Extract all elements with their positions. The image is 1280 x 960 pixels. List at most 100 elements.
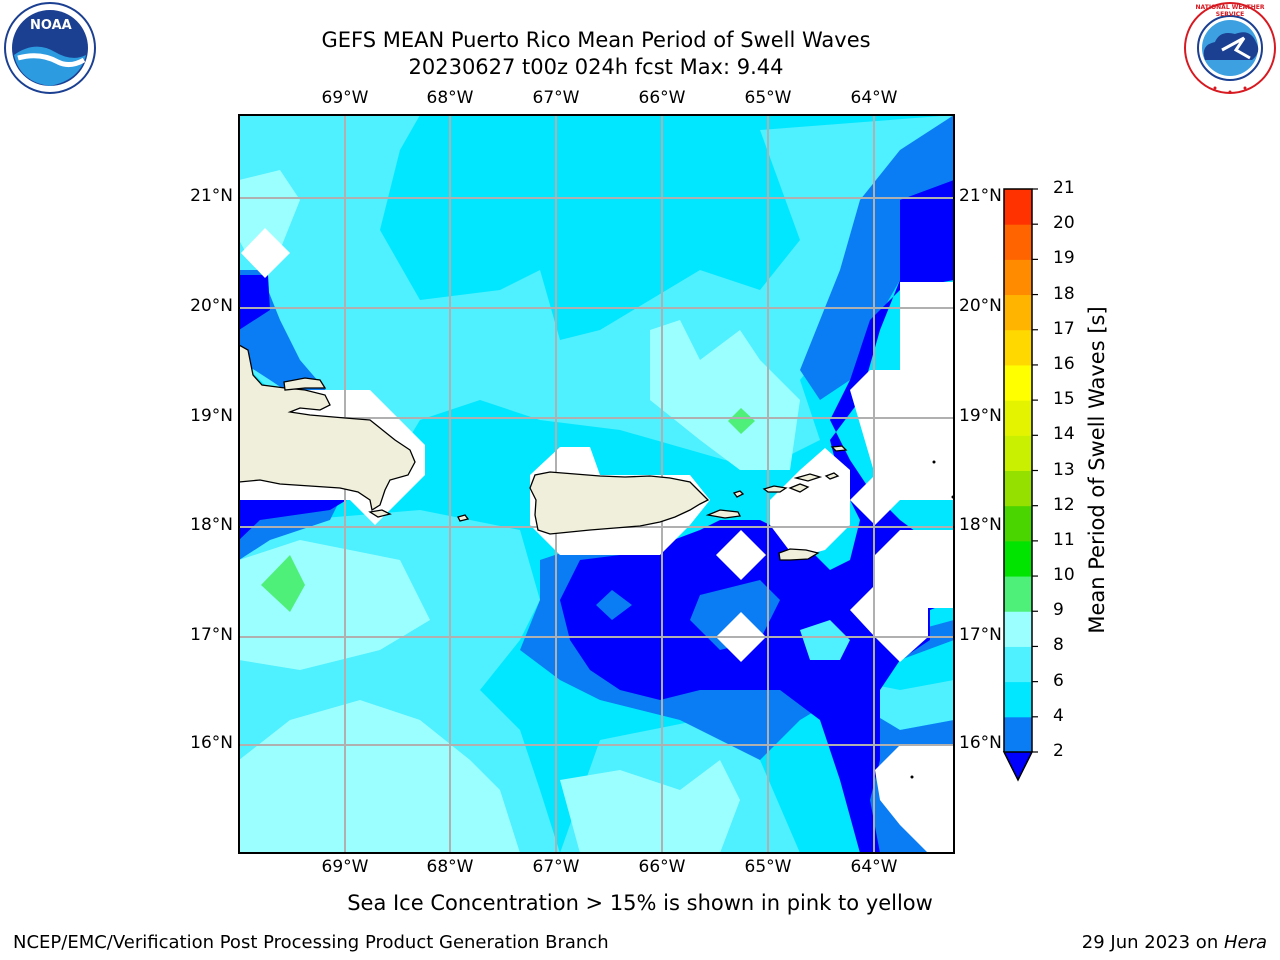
- colorbar-segment: [1004, 611, 1032, 647]
- colorbar-segment: [1004, 435, 1032, 471]
- colorbar-tick-label: 15: [1053, 389, 1075, 410]
- colorbar-tick-label: 12: [1053, 494, 1075, 515]
- colorbar-segment: [1004, 576, 1032, 612]
- mask-west-a: [241, 228, 290, 278]
- st-thomas-island: [762, 485, 788, 493]
- colorbar-tick-label: 16: [1053, 353, 1075, 374]
- colorbar-segment: [1004, 400, 1032, 436]
- nws-logo: [1184, 2, 1276, 94]
- st-croix-island: [778, 548, 820, 561]
- colorbar-segment: [1004, 646, 1032, 683]
- colorbar-tick-label: 17: [1053, 318, 1075, 339]
- mask-diamond-a: [716, 530, 766, 580]
- lon-label-bottom: 68°W: [426, 857, 474, 877]
- puerto-rico-land: [529, 471, 710, 535]
- lon-label-top: 66°W: [638, 88, 686, 108]
- colorbar-extend-arrow: [1002, 751, 1034, 782]
- mask-east-c: [875, 745, 954, 853]
- lon-label-top: 64°W: [850, 88, 898, 108]
- lon-label-bottom: 65°W: [744, 857, 792, 877]
- colorbar-tick-label: 14: [1053, 424, 1075, 445]
- field-9-10-a: [728, 408, 755, 434]
- colorbar-tick-label: 11: [1053, 529, 1075, 550]
- lat-label-left: 16°N: [190, 733, 233, 753]
- map-subtitle-forecast: 20230627 t00z 024h fcst Max: 9.44: [408, 55, 784, 79]
- lon-label-top: 68°W: [426, 88, 474, 108]
- st-john-island: [788, 483, 810, 493]
- footer-date-text: 29 Jun 2023 on: [1081, 932, 1224, 953]
- lat-label-left: 17°N: [190, 625, 233, 645]
- colorbar-tick-label: 18: [1053, 283, 1075, 304]
- mask-east-b: [850, 530, 954, 662]
- footer-organization: NCEP/EMC/Verification Post Processing Pr…: [13, 932, 609, 953]
- hispaniola-north-coast: [283, 377, 327, 391]
- lon-label-top: 67°W: [532, 88, 580, 108]
- colorbar-tick-label: 21: [1053, 178, 1075, 198]
- nws-logo-text: NATIONAL WEATHER SERVICE: [1195, 4, 1265, 18]
- field-2-4-east: [800, 115, 954, 400]
- colorbar-segment: [1004, 505, 1032, 542]
- lat-label-right: 20°N: [959, 296, 1002, 316]
- field-patch-c: [800, 620, 850, 660]
- map-title: GEFS MEAN Puerto Rico Mean Period of Swe…: [321, 28, 871, 52]
- noaa-logo-text: NOAA: [30, 18, 72, 33]
- colorbar-segment: [1004, 716, 1032, 753]
- colorbar-segment: [1004, 189, 1032, 225]
- field-under-2-east: [560, 180, 954, 853]
- colorbar-segment: [1004, 540, 1032, 577]
- desecheo-island: [457, 514, 470, 522]
- colorbar-segment: [1004, 224, 1032, 260]
- noaa-logo: [4, 2, 96, 94]
- lat-label-right: 17°N: [959, 625, 1002, 645]
- lat-label-left: 20°N: [190, 296, 233, 316]
- colorbar-tick-label: 10: [1053, 565, 1075, 586]
- field-8-9-central: [650, 320, 800, 470]
- lat-label-left: 19°N: [190, 406, 233, 426]
- virgin-gorda-island: [824, 472, 840, 480]
- lon-label-bottom: 64°W: [850, 857, 898, 877]
- lat-label-right: 21°N: [959, 186, 1002, 206]
- field-8-9-south-2: [560, 760, 740, 853]
- lon-label-top: 65°W: [744, 88, 792, 108]
- field-8-9-northwest: [239, 170, 300, 260]
- colorbar-segment: [1004, 470, 1032, 507]
- lat-label-left: 18°N: [190, 515, 233, 535]
- map-frame: [238, 114, 955, 854]
- small-island-a: [932, 460, 936, 464]
- footer-machine: Hera: [1223, 932, 1267, 953]
- field-9-10-b: [261, 555, 305, 612]
- lon-label-top: 69°W: [321, 88, 369, 108]
- colorbar-tick-label: 8: [1053, 635, 1064, 656]
- colorbar-tick-label: 13: [1053, 459, 1075, 480]
- anegada-island: [830, 445, 848, 452]
- field-under-2-west-2: [239, 498, 350, 540]
- colorbar-tick-label: 19: [1053, 248, 1075, 269]
- colorbar-tick-label: 20: [1053, 213, 1075, 234]
- lat-label-left: 21°N: [190, 186, 233, 206]
- hispaniola-land: [239, 344, 416, 512]
- culebra-island: [732, 490, 745, 498]
- colorbar-segment: [1004, 329, 1032, 366]
- lon-label-bottom: 69°W: [321, 857, 369, 877]
- lat-label-right: 19°N: [959, 406, 1002, 426]
- colorbar-title: Mean Period of Swell Waves [s]: [1085, 306, 1109, 634]
- land: [239, 344, 848, 561]
- colorbar-segment: [1004, 259, 1032, 296]
- colorbar-tick-label: 6: [1053, 670, 1064, 691]
- field-patch-a: [596, 590, 632, 620]
- lon-label-bottom: 67°W: [532, 857, 580, 877]
- field-under-2-west: [239, 275, 270, 330]
- colorbar-tick-label: 9: [1053, 600, 1064, 621]
- colorbar-segment: [1004, 681, 1032, 718]
- colorbar-tick-label: 2: [1053, 741, 1064, 761]
- colorbar-tick-label: 4: [1053, 705, 1064, 726]
- lat-label-right: 18°N: [959, 515, 1002, 535]
- mask-east-a: [850, 282, 954, 525]
- colorbar-segment: [1004, 294, 1032, 331]
- lat-label-right: 16°N: [959, 733, 1002, 753]
- saona-island: [368, 509, 392, 518]
- tortola-island: [793, 473, 823, 482]
- footer-date: 29 Jun 2023 on Hera: [1082, 932, 1267, 953]
- colorbar: [1002, 188, 1038, 782]
